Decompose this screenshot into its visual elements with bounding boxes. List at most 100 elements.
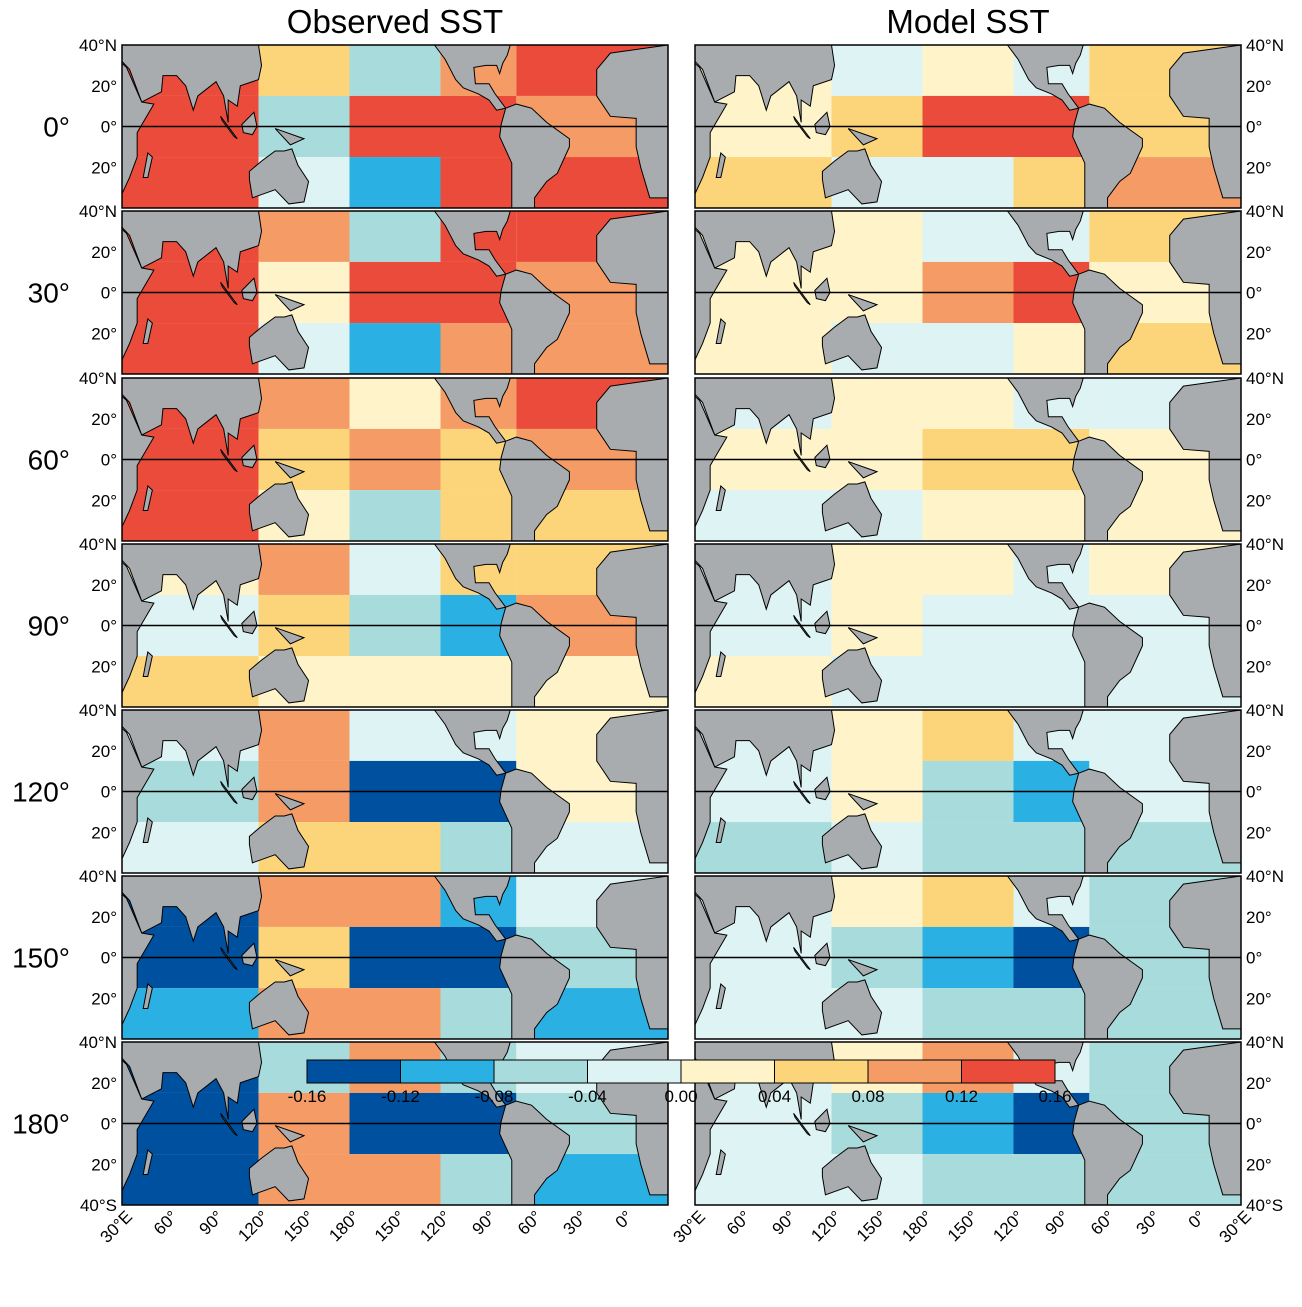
colorbar-bin — [307, 1060, 401, 1083]
lat-label: 0° — [1246, 949, 1262, 968]
field-cell — [695, 822, 832, 873]
lat-label: 40°N — [79, 202, 117, 221]
row-label: 120° — [12, 777, 70, 808]
lat-label: 20° — [1246, 1074, 1272, 1093]
lat-label: 40°N — [79, 36, 117, 55]
field-cell — [441, 157, 517, 208]
lat-label: 0° — [101, 949, 117, 968]
lon-label: 180° — [325, 1207, 363, 1245]
field-cell — [923, 822, 1014, 873]
field-cell — [122, 822, 259, 873]
lat-label: 20° — [1246, 989, 1272, 1008]
lat-label: 20° — [1246, 158, 1272, 177]
colorbar-bin — [868, 1060, 962, 1083]
colorbar-label: 0.16 — [1038, 1087, 1071, 1106]
lon-label: 30°E — [670, 1207, 710, 1247]
lat-label: 40°S — [1246, 1196, 1283, 1215]
lat-label: 20° — [1246, 908, 1272, 927]
field-cell — [1014, 157, 1090, 208]
lat-label: 40°S — [80, 1196, 117, 1215]
colorbar-bin — [775, 1060, 869, 1083]
lat-label: 40°N — [1246, 701, 1284, 720]
field-cell — [923, 323, 1014, 374]
row-label: 150° — [12, 943, 70, 974]
lon-label: 30° — [560, 1207, 592, 1239]
lon-label: 0° — [612, 1207, 637, 1232]
lon-label: 90° — [769, 1207, 801, 1239]
field-cell — [122, 988, 259, 1039]
field-cell — [122, 656, 259, 707]
lat-label: 20° — [91, 908, 117, 927]
column-title: Model SST — [886, 3, 1049, 40]
lon-label: 60° — [514, 1207, 546, 1239]
lat-label: 20° — [1246, 823, 1272, 842]
field-cell — [350, 45, 441, 96]
lat-label: 20° — [91, 243, 117, 262]
map-panel — [695, 211, 1241, 374]
colorbar-bin — [588, 1060, 682, 1083]
field-cell — [122, 490, 259, 541]
lat-label: 20° — [91, 158, 117, 177]
lat-label: 20° — [91, 576, 117, 595]
lat-label: 20° — [91, 1074, 117, 1093]
lat-label: 20° — [1246, 1155, 1272, 1174]
field-cell — [350, 490, 441, 541]
lon-label: 0° — [1185, 1207, 1210, 1232]
map-panel — [695, 710, 1241, 873]
lon-label: 150° — [371, 1207, 409, 1245]
colorbar-label: 0.04 — [758, 1087, 791, 1106]
lat-label: 0° — [101, 451, 117, 470]
lon-label: 120° — [807, 1207, 845, 1245]
lat-label: 40°N — [1246, 867, 1284, 886]
field-cell — [1014, 1154, 1090, 1205]
lon-label: 150° — [853, 1207, 891, 1245]
field-cell — [122, 1154, 259, 1205]
lat-label: 0° — [101, 118, 117, 137]
row-label: 60° — [28, 445, 70, 476]
field-cell — [832, 876, 923, 927]
field-cell — [923, 710, 1014, 761]
field-cell — [259, 45, 350, 96]
map-panel — [695, 378, 1241, 541]
lat-label: 20° — [1246, 742, 1272, 761]
field-cell — [441, 656, 517, 707]
map-panel — [695, 45, 1241, 208]
field-cell — [350, 544, 441, 595]
field-cell — [1014, 988, 1090, 1039]
colorbar-label: -0.04 — [568, 1087, 607, 1106]
field-cell — [832, 211, 923, 262]
lon-label: 150° — [944, 1207, 982, 1245]
colorbar-label: 0.00 — [664, 1087, 697, 1106]
lat-label: 20° — [91, 491, 117, 510]
field-cell — [350, 157, 441, 208]
field-cell — [441, 1154, 517, 1205]
colorbar-label: -0.12 — [381, 1087, 420, 1106]
field-cell — [350, 710, 441, 761]
field-cell — [923, 211, 1014, 262]
colorbar-bin — [401, 1060, 495, 1083]
field-cell — [923, 988, 1014, 1039]
field-cell — [832, 378, 923, 429]
field-cell — [695, 656, 832, 707]
lon-label: 120° — [416, 1207, 454, 1245]
field-cell — [441, 490, 517, 541]
lat-label: 20° — [1246, 324, 1272, 343]
field-cell — [1014, 656, 1090, 707]
lat-label: 40°N — [79, 701, 117, 720]
lat-label: 40°N — [79, 1033, 117, 1052]
lat-label: 20° — [91, 410, 117, 429]
lon-label: 180° — [898, 1207, 936, 1245]
lat-label: 0° — [1246, 783, 1262, 802]
lat-label: 40°N — [1246, 36, 1284, 55]
lat-label: 0° — [101, 617, 117, 636]
lat-label: 0° — [1246, 118, 1262, 137]
field-cell — [923, 378, 1014, 429]
field-cell — [259, 378, 350, 429]
lon-label: 60° — [1087, 1207, 1119, 1239]
field-cell — [350, 988, 441, 1039]
map-panel — [122, 710, 668, 873]
lat-label: 0° — [1246, 451, 1262, 470]
lat-label: 20° — [91, 77, 117, 96]
field-cell — [923, 544, 1014, 595]
row-label: 30° — [28, 278, 70, 309]
